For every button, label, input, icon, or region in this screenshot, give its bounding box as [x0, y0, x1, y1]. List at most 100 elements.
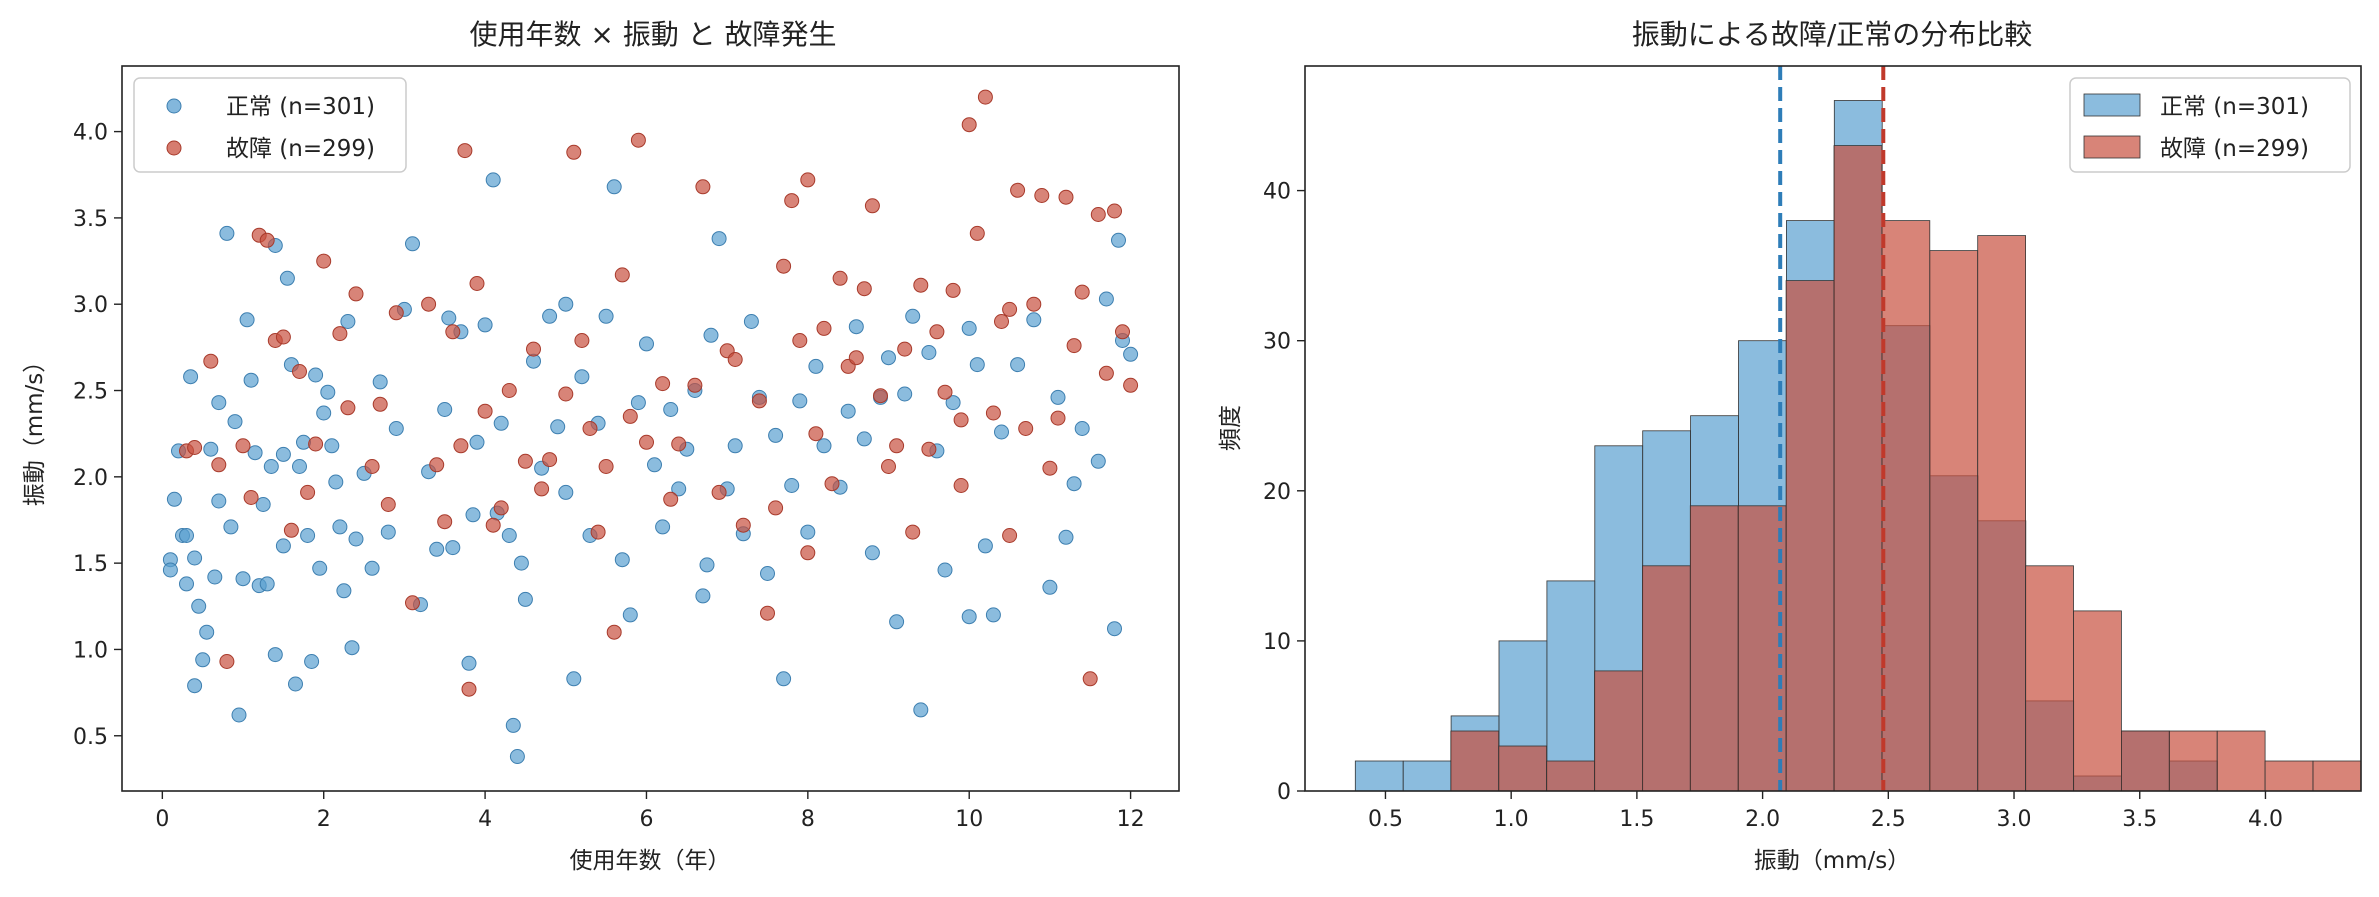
- scatter-point-fault: [800, 545, 816, 561]
- histogram-y-tick-label: 0: [1277, 780, 1291, 805]
- scatter-point-normal: [606, 179, 622, 195]
- scatter-point-normal: [969, 357, 985, 373]
- histogram-bar-fault: [1929, 250, 1979, 792]
- scatter-point-fault: [292, 364, 307, 379]
- scatter-point-normal: [1058, 529, 1074, 545]
- scatter-point-normal: [614, 552, 630, 568]
- scatter-point-normal: [441, 310, 457, 326]
- scatter-point-fault: [598, 459, 614, 474]
- scatter-point-fault: [856, 281, 872, 297]
- scatter-x-tick-label: 4: [478, 807, 492, 832]
- scatter-point-normal: [864, 545, 880, 561]
- scatter-point-fault: [1050, 410, 1066, 426]
- scatter-point-normal: [187, 678, 203, 694]
- scatter-point-normal: [207, 569, 223, 585]
- scatter-point-fault: [913, 277, 929, 293]
- scatter-point-normal: [1042, 579, 1058, 595]
- histogram-legend-fault-label: 故障 (n=299): [2160, 136, 2309, 162]
- histogram-bar-normal: [1354, 760, 1404, 792]
- scatter-point-normal: [1050, 389, 1066, 405]
- scatter-point-normal: [275, 538, 291, 554]
- histogram-x-ticks: 0.5 1.0 1.5 2.0 2.5 3.0 3.5 4.0: [1368, 791, 2283, 832]
- scatter-point-normal: [288, 676, 303, 692]
- scatter-point-fault: [558, 386, 574, 402]
- scatter-point-normal: [792, 393, 808, 409]
- scatter-point-normal: [558, 296, 574, 312]
- scatter-point-fault: [1107, 203, 1122, 219]
- scatter-point-fault: [711, 484, 727, 500]
- histogram-bar-fault: [1594, 670, 1643, 792]
- scatter-point-normal: [961, 609, 977, 625]
- scatter-point-fault: [639, 434, 654, 450]
- histogram-x-label: 振動（mm/s）: [1754, 848, 1911, 874]
- scatter-point-normal: [647, 457, 662, 473]
- scatter-point-normal: [231, 707, 247, 723]
- scatter-point-normal: [542, 308, 558, 324]
- scatter-point-fault: [308, 436, 324, 452]
- scatter-point-normal: [259, 576, 275, 592]
- scatter-y-tick-label: 3.0: [73, 293, 108, 318]
- scatter-point-normal: [655, 519, 671, 535]
- scatter-point-fault: [776, 258, 792, 274]
- scatter-point-normal: [905, 308, 921, 324]
- scatter-point-fault: [1010, 182, 1026, 198]
- scatter-point-fault: [380, 497, 396, 512]
- scatter-point-normal: [985, 607, 1001, 623]
- scatter-point-fault: [695, 179, 711, 195]
- scatter-point-normal: [328, 474, 344, 490]
- scatter-point-normal: [223, 519, 239, 535]
- legend-normal-label: 正常 (n=301): [226, 94, 375, 120]
- scatter-point-normal: [348, 531, 364, 547]
- scatter-point-normal: [1107, 621, 1122, 637]
- scatter-point-normal: [881, 350, 896, 366]
- scatter-point-normal: [598, 308, 614, 324]
- histogram-bar-fault: [1785, 280, 1835, 792]
- scatter-point-fault: [1082, 671, 1098, 687]
- scatter-point-normal: [639, 336, 654, 352]
- scatter-x-tick-label: 8: [801, 807, 815, 832]
- scatter-point-normal: [203, 441, 219, 457]
- scatter-point-normal: [566, 671, 582, 687]
- scatter-point-normal: [255, 497, 271, 512]
- histogram-bar-fault: [1977, 235, 2026, 792]
- histogram-bar-fault: [2216, 730, 2266, 792]
- scatter-point-normal: [622, 607, 638, 623]
- scatter-point-fault: [824, 476, 840, 492]
- histogram-bar-fault: [1498, 745, 1547, 792]
- scatter-point-normal: [1090, 453, 1106, 469]
- scatter-point-normal: [840, 403, 856, 419]
- scatter-point-fault: [243, 490, 259, 505]
- scatter-point-fault: [388, 305, 404, 321]
- scatter-point-normal: [994, 424, 1009, 440]
- scatter-y-tick-label: 1.5: [73, 552, 108, 577]
- scatter-points: [162, 89, 1139, 764]
- scatter-point-normal: [162, 562, 178, 578]
- scatter-point-normal: [1123, 346, 1139, 362]
- scatter-point-fault: [671, 436, 687, 452]
- scatter-point-normal: [304, 654, 320, 669]
- histogram-bar-fault: [1881, 220, 1931, 792]
- scatter-point-normal: [332, 519, 348, 535]
- scatter-point-fault: [211, 457, 227, 473]
- scatter-point-fault: [437, 514, 453, 530]
- scatter-point-fault: [622, 408, 638, 424]
- scatter-point-normal: [263, 459, 279, 474]
- scatter-point-normal: [1111, 232, 1126, 248]
- scatter-point-fault: [969, 225, 985, 241]
- histogram-y-label: 頻度: [1218, 405, 1244, 451]
- scatter-point-normal: [517, 591, 533, 607]
- scatter-point-fault: [655, 376, 671, 392]
- scatter-point-normal: [848, 319, 864, 335]
- scatter-y-tick-label: 3.5: [73, 207, 108, 232]
- scatter-point-normal: [199, 624, 215, 640]
- scatter-point-normal: [1098, 291, 1114, 307]
- scatter-point-fault: [1034, 188, 1050, 203]
- scatter-point-normal: [211, 493, 227, 509]
- scatter-y-tick-label: 2.0: [73, 466, 108, 491]
- histogram-panel: 振動による故障/正常の分布比較 0.5 1.0 1.5 2.0 2.5 3.0 3.5 4.0…: [1218, 18, 2362, 874]
- scatter-point-fault: [751, 393, 767, 409]
- scatter-point-normal: [461, 655, 477, 671]
- scatter-point-normal: [437, 402, 453, 417]
- scatter-point-normal: [465, 507, 481, 523]
